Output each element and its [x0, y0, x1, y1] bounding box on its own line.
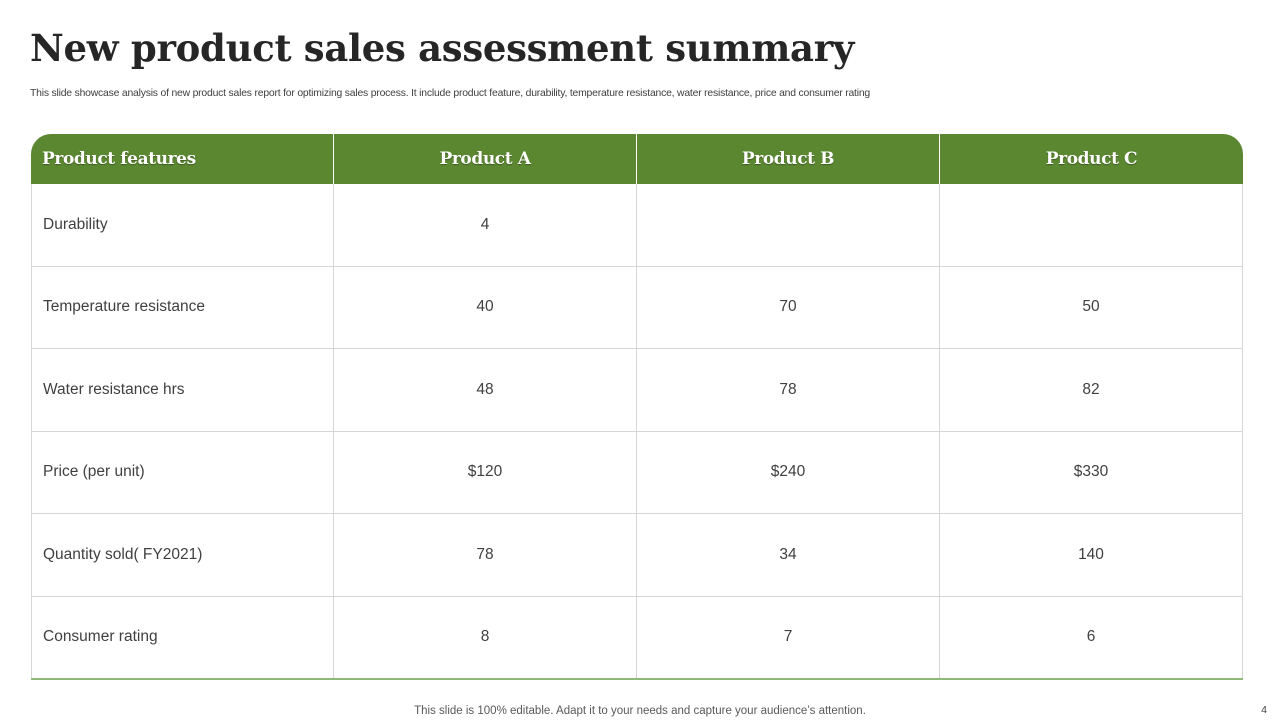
table-row: Consumer rating 8 7 6	[31, 596, 1243, 678]
product-a-value: 78	[334, 514, 637, 597]
product-c-value: 50	[940, 266, 1243, 349]
table-row: Quantity sold( FY2021) 78 34 140	[31, 514, 1243, 597]
table-row: Water resistance hrs 48 78 82	[31, 349, 1243, 432]
product-c-value	[940, 184, 1243, 267]
product-c-value: 6	[940, 596, 1243, 678]
feature-label: Quantity sold( FY2021)	[31, 514, 334, 597]
product-b-value: 78	[637, 349, 940, 432]
header-product-features: Product features	[31, 134, 334, 184]
table-row: Durability 4	[31, 184, 1243, 267]
product-c-value: 82	[940, 349, 1243, 432]
product-b-value: 34	[637, 514, 940, 597]
product-a-value: 4	[334, 184, 637, 267]
header-product-c: Product C	[940, 134, 1243, 184]
product-a-value: 8	[334, 596, 637, 678]
product-comparison-table: Product features Product A Product B Pro…	[31, 134, 1243, 678]
page-title: New product sales assessment summary	[30, 26, 855, 70]
product-b-value: 7	[637, 596, 940, 678]
product-a-value: 48	[334, 349, 637, 432]
feature-label: Durability	[31, 184, 334, 267]
comparison-table-container: Product features Product A Product B Pro…	[31, 134, 1243, 680]
table-row: Price (per unit) $120 $240 $330	[31, 431, 1243, 514]
product-a-value: 40	[334, 266, 637, 349]
product-b-value	[637, 184, 940, 267]
product-c-value: $330	[940, 431, 1243, 514]
product-b-value: $240	[637, 431, 940, 514]
feature-label: Temperature resistance	[31, 266, 334, 349]
footer-note: This slide is 100% editable. Adapt it to…	[414, 705, 866, 717]
product-c-value: 140	[940, 514, 1243, 597]
feature-label: Consumer rating	[31, 596, 334, 678]
header-product-b: Product B	[637, 134, 940, 184]
feature-label: Price (per unit)	[31, 431, 334, 514]
table-row: Temperature resistance 40 70 50	[31, 266, 1243, 349]
table-header-row: Product features Product A Product B Pro…	[31, 134, 1243, 184]
page-number: 4	[1261, 704, 1267, 716]
header-product-a: Product A	[334, 134, 637, 184]
slide-subtitle: This slide showcase analysis of new prod…	[30, 88, 871, 99]
product-a-value: $120	[334, 431, 637, 514]
feature-label: Water resistance hrs	[31, 349, 334, 432]
product-b-value: 70	[637, 266, 940, 349]
